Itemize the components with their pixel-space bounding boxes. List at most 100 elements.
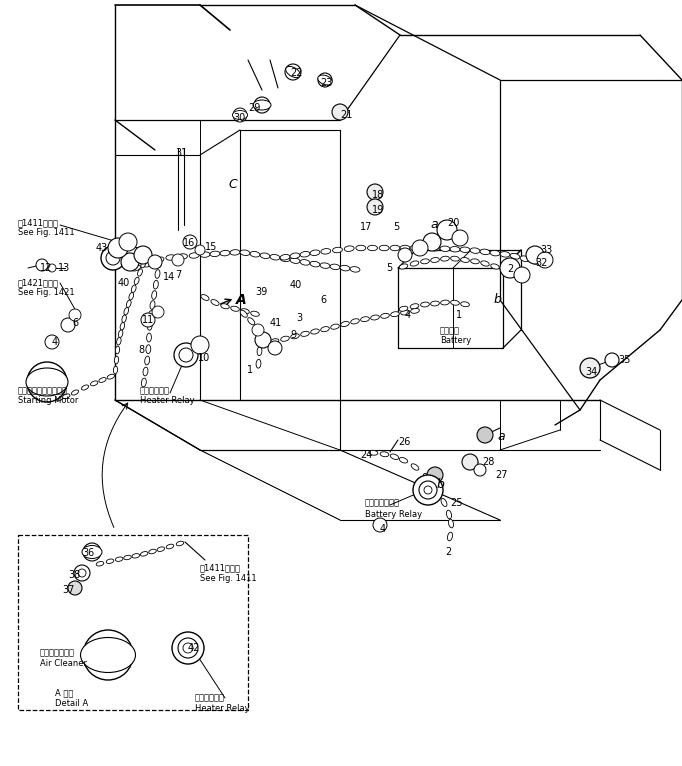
Circle shape	[78, 569, 86, 577]
Text: 33: 33	[540, 245, 552, 255]
Circle shape	[412, 240, 428, 256]
Circle shape	[41, 376, 53, 388]
Ellipse shape	[450, 247, 460, 252]
Ellipse shape	[433, 485, 439, 493]
Circle shape	[514, 267, 530, 283]
Ellipse shape	[391, 312, 400, 316]
Circle shape	[367, 199, 383, 215]
Circle shape	[477, 427, 493, 443]
Circle shape	[174, 343, 198, 367]
Circle shape	[27, 362, 67, 402]
Ellipse shape	[330, 264, 340, 270]
Ellipse shape	[310, 250, 320, 256]
Text: 第1411図参照: 第1411図参照	[18, 218, 59, 227]
Circle shape	[121, 253, 139, 271]
Text: 39: 39	[255, 287, 267, 297]
Text: 19: 19	[372, 205, 384, 215]
Ellipse shape	[350, 267, 360, 272]
Circle shape	[48, 264, 56, 272]
Ellipse shape	[141, 260, 146, 268]
Text: 17: 17	[360, 222, 372, 232]
Ellipse shape	[356, 245, 366, 250]
Ellipse shape	[318, 75, 332, 85]
Circle shape	[179, 348, 193, 362]
Circle shape	[423, 233, 441, 251]
Circle shape	[83, 543, 101, 561]
Text: 40: 40	[290, 280, 302, 290]
Circle shape	[452, 230, 468, 246]
Ellipse shape	[421, 259, 430, 264]
Text: 10: 10	[198, 353, 210, 363]
Circle shape	[74, 565, 90, 581]
Ellipse shape	[379, 245, 389, 250]
Circle shape	[373, 518, 387, 532]
Circle shape	[424, 486, 432, 494]
Text: Battery: Battery	[440, 336, 471, 345]
Ellipse shape	[447, 532, 453, 541]
Ellipse shape	[260, 253, 270, 258]
Text: 43: 43	[96, 243, 108, 253]
Text: 8: 8	[138, 345, 144, 355]
Circle shape	[108, 238, 128, 258]
Ellipse shape	[361, 316, 370, 322]
Ellipse shape	[241, 309, 250, 314]
Circle shape	[119, 233, 137, 251]
Ellipse shape	[270, 339, 279, 344]
Text: See Fig. 1421: See Fig. 1421	[18, 288, 74, 297]
Circle shape	[252, 324, 264, 336]
Ellipse shape	[145, 356, 149, 365]
Text: Air Cleaner: Air Cleaner	[40, 659, 87, 668]
Circle shape	[233, 108, 247, 122]
Text: 23: 23	[320, 78, 332, 88]
Ellipse shape	[451, 256, 460, 261]
Ellipse shape	[290, 253, 300, 258]
Ellipse shape	[491, 264, 499, 269]
Text: 1: 1	[456, 310, 462, 320]
Ellipse shape	[320, 263, 330, 268]
Ellipse shape	[281, 336, 289, 342]
Ellipse shape	[400, 310, 409, 315]
Ellipse shape	[132, 285, 136, 293]
Text: スターティングモータ: スターティングモータ	[18, 386, 68, 395]
Ellipse shape	[321, 249, 331, 254]
Ellipse shape	[134, 277, 139, 284]
Circle shape	[92, 639, 124, 671]
Ellipse shape	[311, 329, 319, 334]
Ellipse shape	[177, 254, 188, 259]
Ellipse shape	[411, 463, 419, 470]
Ellipse shape	[253, 100, 271, 110]
Ellipse shape	[220, 250, 230, 256]
Ellipse shape	[341, 322, 349, 326]
Ellipse shape	[129, 293, 134, 300]
Ellipse shape	[91, 381, 98, 386]
Ellipse shape	[96, 561, 104, 566]
Ellipse shape	[440, 246, 450, 251]
Circle shape	[101, 246, 125, 270]
Ellipse shape	[99, 378, 106, 382]
Text: 5: 5	[393, 222, 399, 232]
Circle shape	[134, 246, 152, 264]
Text: Detail A: Detail A	[55, 699, 88, 708]
Ellipse shape	[481, 261, 489, 266]
Circle shape	[537, 252, 553, 268]
Circle shape	[172, 632, 204, 664]
Ellipse shape	[126, 300, 131, 307]
Ellipse shape	[157, 259, 162, 267]
Ellipse shape	[441, 256, 449, 261]
Ellipse shape	[200, 252, 210, 257]
Text: 4: 4	[380, 524, 386, 534]
Ellipse shape	[154, 257, 164, 263]
Text: 31: 31	[175, 148, 188, 158]
Ellipse shape	[143, 261, 152, 267]
Ellipse shape	[421, 302, 430, 307]
Text: 34: 34	[585, 367, 597, 377]
Circle shape	[100, 647, 116, 663]
Ellipse shape	[381, 313, 389, 319]
Ellipse shape	[270, 254, 280, 260]
Bar	[18, 535, 248, 710]
Circle shape	[45, 335, 59, 349]
Circle shape	[61, 318, 75, 332]
Ellipse shape	[310, 261, 320, 267]
Text: b: b	[494, 293, 502, 306]
Circle shape	[427, 467, 443, 483]
